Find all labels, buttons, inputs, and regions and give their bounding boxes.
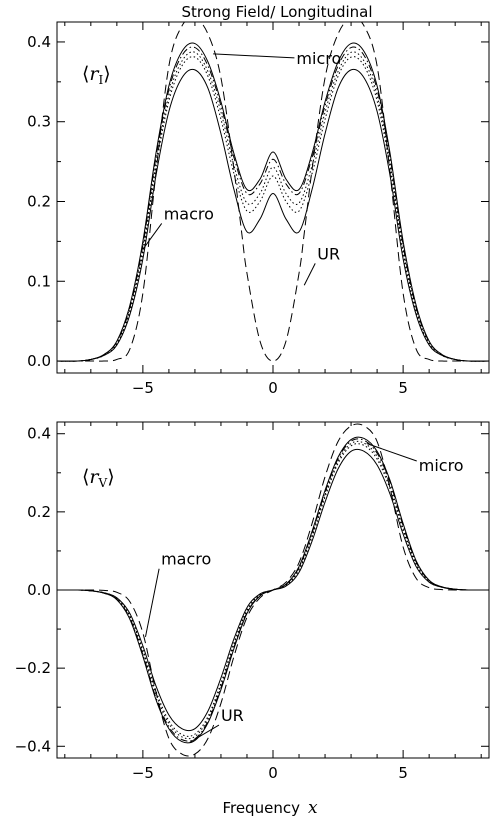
figure-title: Strong Field/ Longitudinal [181,3,372,21]
y-tick-label: 0.1 [27,272,51,290]
x-tick-label: 5 [398,379,408,397]
x-axis-label-text: Frequency [222,799,300,817]
series-line-dotted [57,443,489,737]
y-tick-label: 0.2 [27,503,51,521]
annotation-leader [213,53,295,59]
x-tick-label: −5 [132,379,154,397]
series-line-dashdot [57,46,489,362]
x-tick-label: 0 [268,379,278,397]
annotation-leader [144,568,160,637]
annotation-micro: micro [296,49,341,68]
series-line-solid [57,448,489,732]
y-tick-label: −0.4 [15,737,51,755]
series-line-dotted [57,56,489,362]
y-tick-label: 0.3 [27,113,51,131]
annotation-macro: macro [161,550,211,569]
x-tick-label: 0 [268,764,278,782]
x-tick-label: −5 [132,764,154,782]
series-line-solid [57,68,489,362]
annotation-leader [303,263,316,286]
annotation-leader [142,223,163,250]
annotation-micro: micro [419,456,464,475]
series-group [57,22,489,362]
series-line-solid [57,42,489,362]
series-line-dotted [57,51,489,362]
y-tick-label: 0.0 [27,352,51,370]
x-axis-label-var: x [308,798,318,818]
series-group [57,423,489,757]
panel-circular-polarization: −5 0 5 −0.4 −0.2 0.0 0.2 0.4 ⟨rV⟩ micro macro UR [15,421,490,782]
annotation-leader [366,443,417,462]
panel-label: ⟨rV⟩ [82,466,115,490]
y-tick-label: 0.4 [27,33,51,51]
panel-label: ⟨rI⟩ [82,63,111,87]
y-tick-label: 0.0 [27,581,51,599]
annotation-leader [189,724,220,743]
x-tick-label: 5 [398,764,408,782]
plot-frame [56,21,490,374]
panel-intensity: −5 0 5 0.0 0.1 0.2 0.3 0.4 ⟨rI⟩ micro macro UR [27,21,490,397]
series-line-dashed [57,22,489,362]
annotation-ur: UR [221,706,244,725]
annotation-macro: macro [164,204,214,223]
annotation-ur: UR [317,244,340,263]
y-tick-label: 0.4 [27,425,51,443]
y-tick-label: −0.2 [15,659,51,677]
y-tick-label: 0.2 [27,192,51,210]
x-axis-label: Frequency x [222,798,318,818]
series-line-dotted [57,440,489,740]
